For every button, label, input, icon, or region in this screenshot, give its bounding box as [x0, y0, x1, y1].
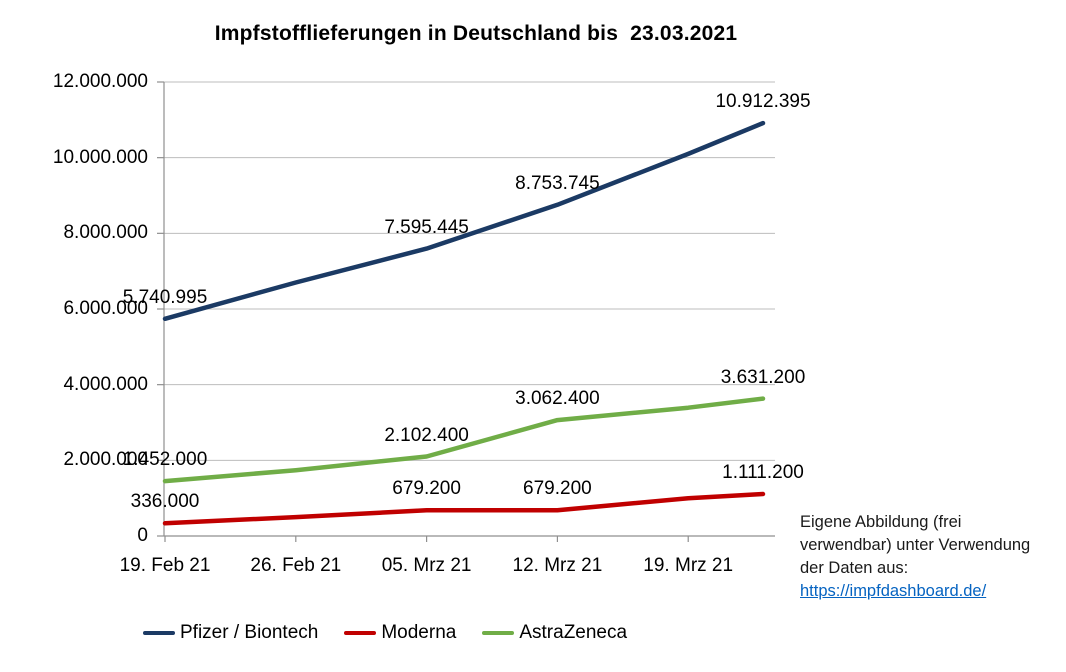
legend-item-moderna: Moderna [344, 622, 456, 644]
legend-item-pfizer-biontech: Pfizer / Biontech [143, 622, 318, 644]
annotation: Eigene Abbildung (frei verwendbar) unter… [800, 511, 1056, 603]
y-axis-label: 4.000.000 [63, 373, 148, 395]
legend-swatch-pfizer-biontech [143, 630, 175, 636]
x-axis-label: 19. Feb 21 [119, 555, 211, 576]
y-axis-label: 6.000.000 [63, 298, 148, 319]
legend-label: AstraZeneca [519, 622, 628, 643]
legend-swatch-astrazeneca [482, 630, 515, 636]
legend-swatch-moderna [344, 630, 377, 636]
y-axis-label: 12.000.000 [52, 71, 148, 92]
series-line-astrazeneca [162, 396, 766, 484]
annotation-link[interactable]: https://impfdashboard.de/ [800, 582, 987, 600]
legend: Pfizer / Biontech Moderna AstraZeneca [143, 622, 627, 644]
data-label-astrazeneca: 1.452.000 [122, 449, 208, 471]
data-label-pfizer-biontech: 7.595.445 [384, 216, 469, 238]
data-label-pfizer-biontech: 5.740.995 [122, 286, 208, 308]
data-label-moderna: 679.200 [392, 478, 461, 500]
data-label-astrazeneca: 2.102.400 [384, 424, 469, 446]
x-axis-label: 12. Mrz 21 [512, 555, 603, 576]
data-label-moderna: 679.200 [523, 478, 592, 500]
series-line-moderna [162, 491, 766, 526]
annotation-text: Eigene Abbildung (frei verwendbar) unter… [800, 513, 1031, 577]
data-label-pfizer-biontech: 8.753.745 [515, 172, 600, 194]
series-line-pfizer-biontech [162, 120, 766, 322]
data-label-astrazeneca: 3.062.400 [515, 388, 600, 410]
data-label-pfizer-biontech: 10.912.395 [715, 91, 811, 113]
legend-label: Pfizer / Biontech [180, 622, 319, 643]
chart-title: Impfstofflieferungen in Deutschland bis … [214, 22, 738, 45]
y-axis-label: 8.000.000 [63, 222, 148, 244]
data-label-moderna: 1.111.200 [722, 462, 804, 483]
x-axis-label: 05. Mrz 21 [381, 555, 472, 576]
data-label-moderna: 336.000 [130, 491, 200, 513]
data-label-astrazeneca: 3.631.200 [720, 366, 806, 388]
y-axis-label: 2.000.000 [63, 449, 148, 471]
y-axis-label: 0 [137, 525, 148, 546]
x-axis-label: 26. Feb 21 [250, 555, 342, 576]
legend-label: Moderna [381, 622, 457, 643]
x-axis-label: 19. Mrz 21 [643, 555, 734, 576]
y-axis-label: 10.000.000 [52, 146, 148, 168]
legend-item-astrazeneca: AstraZeneca [482, 622, 627, 644]
